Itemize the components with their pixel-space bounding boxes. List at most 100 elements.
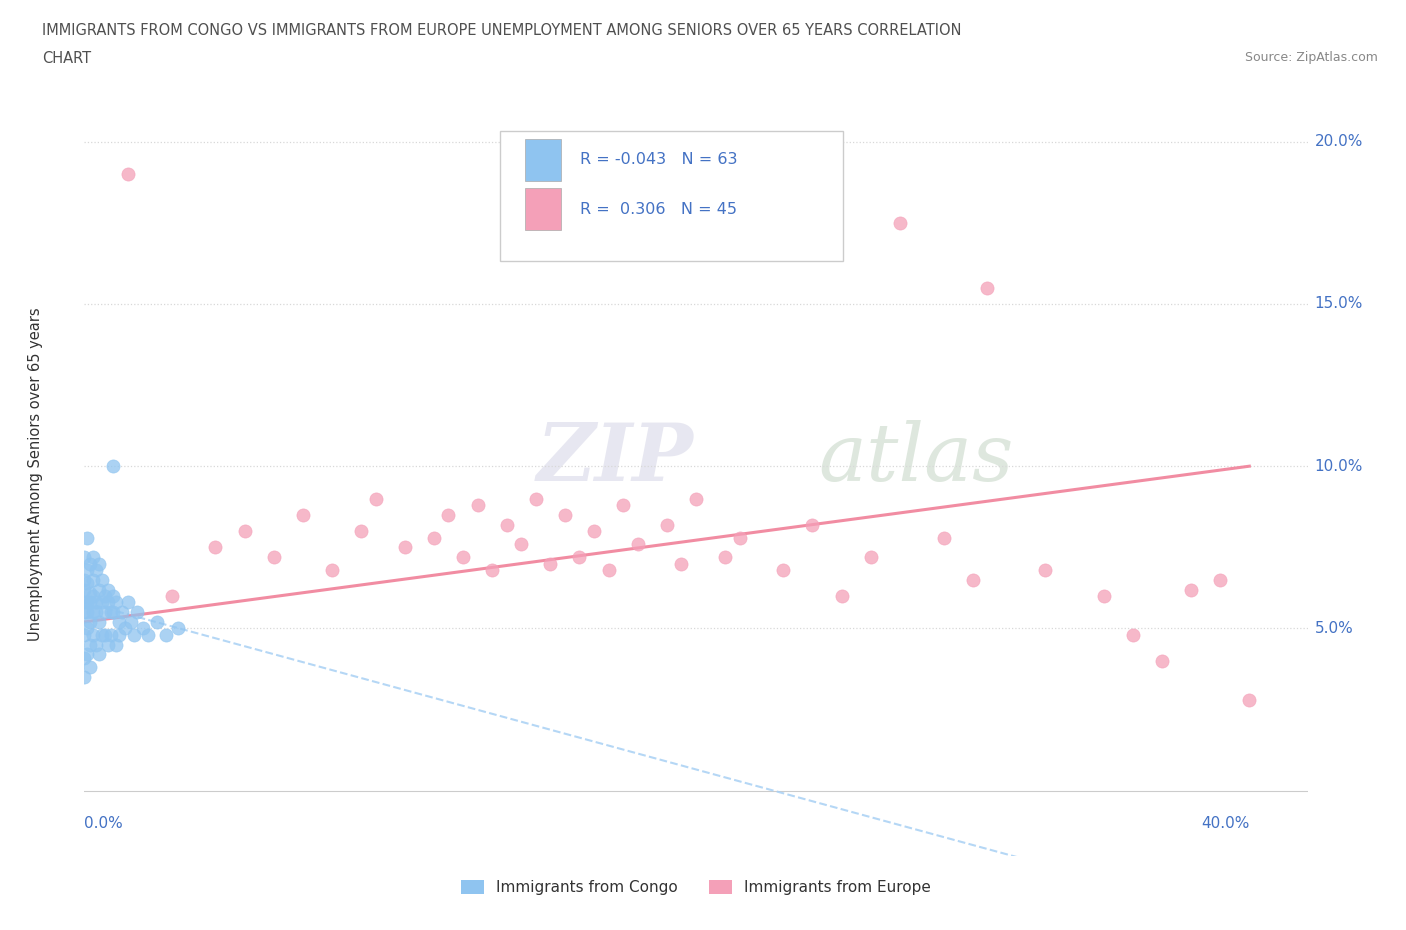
Text: Source: ZipAtlas.com: Source: ZipAtlas.com	[1244, 51, 1378, 64]
Text: atlas: atlas	[818, 420, 1014, 498]
Point	[93, 589, 115, 604]
Point	[97, 637, 120, 652]
Point	[79, 556, 101, 571]
FancyBboxPatch shape	[524, 188, 561, 231]
Point	[467, 498, 489, 512]
Point	[87, 647, 110, 662]
Point	[111, 604, 134, 619]
Point	[962, 572, 984, 587]
Text: 15.0%: 15.0%	[1315, 297, 1362, 312]
Point	[76, 563, 98, 578]
Point	[90, 595, 112, 610]
Text: R =  0.306   N = 45: R = 0.306 N = 45	[579, 202, 737, 217]
Point	[291, 508, 314, 523]
Text: ZIP: ZIP	[537, 420, 693, 498]
Point	[73, 604, 96, 619]
Text: 20.0%: 20.0%	[1315, 134, 1362, 149]
Text: 0.0%: 0.0%	[84, 816, 124, 830]
Point	[598, 563, 620, 578]
Point	[321, 563, 343, 578]
Point	[76, 647, 98, 662]
Point	[76, 621, 98, 636]
Point	[122, 628, 145, 643]
Point	[671, 556, 693, 571]
Point	[146, 615, 169, 630]
Point	[263, 550, 285, 565]
Point	[73, 582, 96, 597]
Point	[554, 508, 576, 523]
Point	[82, 604, 104, 619]
Point	[97, 595, 120, 610]
Point	[350, 524, 373, 538]
Point	[84, 595, 107, 610]
Point	[73, 572, 96, 587]
Point	[73, 670, 96, 684]
Point	[451, 550, 474, 565]
Text: 40.0%: 40.0%	[1201, 816, 1250, 830]
Point	[100, 604, 122, 619]
Point	[79, 660, 101, 675]
Point	[105, 595, 128, 610]
Point	[772, 563, 794, 578]
Point	[627, 537, 650, 551]
Point	[976, 280, 998, 295]
Point	[84, 563, 107, 578]
Point	[117, 166, 139, 181]
Text: CHART: CHART	[42, 51, 91, 66]
Point	[76, 530, 98, 545]
Point	[859, 550, 882, 565]
Point	[138, 628, 160, 643]
Point	[728, 530, 751, 545]
Point	[1150, 654, 1173, 669]
Point	[82, 572, 104, 587]
Text: R = -0.043   N = 63: R = -0.043 N = 63	[579, 153, 737, 167]
Point	[82, 589, 104, 604]
Point	[160, 589, 183, 604]
Point	[166, 621, 188, 636]
Point	[90, 572, 112, 587]
Point	[1122, 628, 1144, 643]
Point	[131, 621, 153, 636]
Point	[1239, 693, 1261, 708]
Point	[73, 628, 96, 643]
Point	[73, 550, 96, 565]
Point	[82, 628, 104, 643]
Point	[1035, 563, 1057, 578]
Point	[120, 615, 142, 630]
Point	[79, 585, 101, 600]
Point	[125, 604, 148, 619]
Point	[510, 537, 533, 551]
Point	[73, 650, 96, 665]
Legend: Immigrants from Congo, Immigrants from Europe: Immigrants from Congo, Immigrants from E…	[456, 874, 936, 901]
Point	[495, 517, 517, 532]
Point	[84, 604, 107, 619]
Point	[423, 530, 446, 545]
Point	[105, 637, 128, 652]
Point	[79, 615, 101, 630]
Text: Unemployment Among Seniors over 65 years: Unemployment Among Seniors over 65 years	[28, 308, 44, 641]
Point	[538, 556, 561, 571]
Point	[394, 540, 416, 555]
Point	[103, 604, 125, 619]
Point	[932, 530, 955, 545]
Point	[93, 628, 115, 643]
Point	[73, 595, 96, 610]
Point	[97, 582, 120, 597]
Point	[117, 595, 139, 610]
Point	[155, 628, 177, 643]
Text: 10.0%: 10.0%	[1315, 458, 1362, 473]
Point	[612, 498, 634, 512]
Point	[76, 576, 98, 591]
Point	[82, 550, 104, 565]
Point	[103, 458, 125, 473]
Point	[108, 615, 131, 630]
Point	[76, 595, 98, 610]
Point	[103, 589, 125, 604]
Point	[90, 628, 112, 643]
Point	[87, 615, 110, 630]
Point	[204, 540, 226, 555]
Point	[714, 550, 737, 565]
Point	[79, 637, 101, 652]
Point	[583, 524, 606, 538]
Point	[364, 491, 387, 506]
